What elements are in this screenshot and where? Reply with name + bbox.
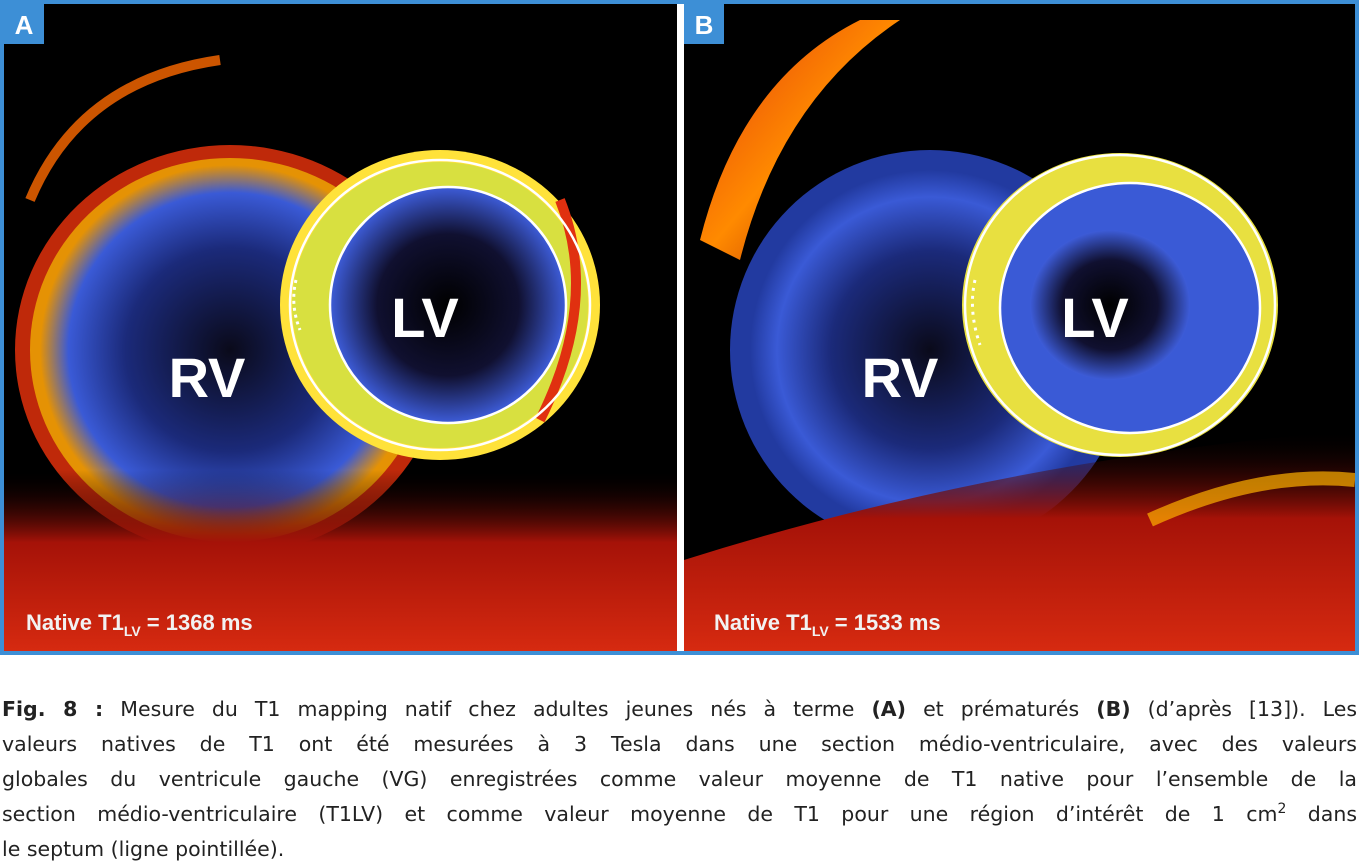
caption-text: Mesure du T1 mapping natif chez adultes … [103,697,872,721]
caption-text: le septum (ligne pointillée). [2,837,285,861]
caption: Fig. 8 : Mesure du T1 mapping natif chez… [2,692,1357,867]
caption-text: dans [1286,802,1358,826]
caption-line: globales du ventricule gauche (VG) enreg… [2,762,1357,797]
caption-ref: (A) [871,697,907,721]
caption-line: valeurs natives de T1 ont été mesurées à… [2,727,1357,762]
panel-letter: A [15,10,34,40]
separator [677,4,684,651]
measure-value: = 1368 ms [141,610,253,635]
lv-label: LV [391,286,458,349]
measure-label: Native T1LV = 1533 ms [714,610,941,639]
caption-line: Fig. 8 : Mesure du T1 mapping natif chez… [2,692,1357,727]
lv-label: LV [1061,286,1128,349]
caption-line: section médio-ventriculaire (T1LV) et co… [2,797,1357,832]
measure-prefix: Native T1 [714,610,812,635]
caption-fig: Fig. 8 : [2,697,104,721]
caption-line: le septum (ligne pointillée). [2,832,1357,867]
measure-label: Native T1LV = 1368 ms [26,610,253,639]
panel-a-image [4,4,677,651]
caption-text: section médio-ventriculaire (T1LV) et co… [2,802,1278,826]
rv-label: RV [169,346,246,409]
caption-text: valeurs natives de T1 ont été mesurées à… [2,732,1357,756]
measure-value: = 1533 ms [829,610,941,635]
panel-tag [684,4,724,44]
panel-tag [4,4,44,44]
figure-images: A B RV LV RV LV Native T1LV = 1368 ms Na… [0,0,1359,655]
caption-ref: (B) [1096,697,1131,721]
panel-b-image [684,4,1355,651]
caption-sup: 2 [1277,801,1287,818]
measure-prefix: Native T1 [26,610,124,635]
caption-text: (d’après [13]). Les [1130,697,1357,721]
caption-text: globales du ventricule gauche (VG) enreg… [2,767,1357,791]
measure-sub: LV [124,623,142,639]
panel-letter: B [695,10,714,40]
caption-text: et prématurés [906,697,1097,721]
rv-label: RV [862,346,939,409]
measure-sub: LV [812,623,830,639]
